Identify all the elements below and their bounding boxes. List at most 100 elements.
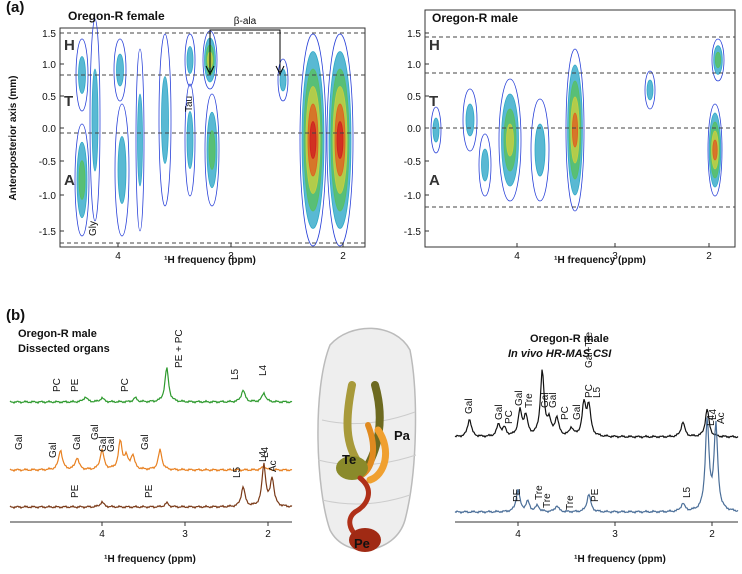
arrow [205,65,285,76]
x-tick-label: 2 [709,529,715,540]
organ-label: Pe [354,536,370,551]
plot-title: Oregon-R female [68,9,165,23]
fly-illustration [317,327,417,552]
peak-label: PE [512,488,523,502]
contour-layer [74,18,725,247]
region-label: H [64,37,75,54]
x-axis-label: ¹H frequency (ppm) [554,255,646,266]
contour [478,133,492,197]
contour [184,83,196,197]
peak-label: Ac [268,460,279,472]
x-tick-label: 4 [514,251,520,262]
y-tick-label: 1.0 [42,60,56,71]
contour [117,136,127,204]
annotation: β-ala [234,16,257,27]
peak-label: Gal [90,424,101,440]
x-tick-label: 3 [612,529,618,540]
x-axis-label: ¹H frequency (ppm) [164,255,256,266]
contour [534,123,546,177]
x-tick-label: 2 [265,529,271,540]
y-tick-label: 0.5 [42,92,56,103]
contour [462,88,478,152]
peak-label: PC [584,384,595,398]
contour [432,117,440,143]
peak-label: PC [504,410,515,424]
contour [277,58,289,102]
y-tick-label: -1.5 [404,227,422,238]
peak-label: PC [52,378,63,392]
contour [646,79,654,101]
contour [714,51,722,69]
annotation: Tau [184,96,195,112]
plot-frame [59,27,366,248]
peak-label: L5 [232,466,243,478]
y-tick-label: -0.5 [39,157,57,168]
x-tick-label: 3 [182,529,188,540]
y-tick-label: 0.5 [407,92,421,103]
contour [711,38,725,82]
region-label: T [64,93,73,110]
contour [113,38,127,102]
region-label: H [429,37,440,54]
peak-label: L4 [258,364,269,376]
contour [498,78,522,202]
contour [186,111,194,169]
peak-label: PC [120,378,131,392]
y-tick-label: -1.0 [39,191,57,202]
y-tick-label: 0.0 [407,124,421,135]
y-tick-label: 0.0 [42,124,56,135]
plot-title: Oregon-R male [530,333,609,345]
contour [137,93,143,187]
plot-title: Oregon-R male [432,11,518,25]
plot-title: Dissected organs [18,343,110,355]
peak-label: Gal+Tre [584,332,595,368]
contour [186,46,194,74]
peak-label: L4 [260,446,271,458]
region-label: A [64,172,75,189]
panel-label: (a) [6,0,24,16]
peak-label: PE + PC [174,329,185,368]
contour [707,103,723,197]
peak-label: Gal [140,434,151,450]
peak-label: L5 [682,486,693,498]
contour [135,48,145,232]
contour [89,18,101,222]
contour [565,48,585,212]
peak-label: Gal [540,392,551,408]
contour [530,98,550,202]
contour [78,160,86,200]
peak-label: Gal [572,404,583,420]
organ-label: Pa [394,428,411,443]
contour [91,68,99,172]
contour [158,33,172,207]
peak-label: Gal [548,392,559,408]
peak-label: Gal [98,436,109,452]
contour [336,121,344,159]
annotation: Gly [88,221,99,236]
peak-label: L4 [706,414,717,426]
peak-label: Tre [542,493,553,508]
spectrum [454,417,739,515]
peak-label: PE [590,488,601,502]
plot-title: In vivo HR-MAS CSI [508,348,612,360]
x-tick-label: 2 [706,251,712,262]
contour [161,76,169,164]
contour [114,103,130,237]
x-tick-label: 3 [612,251,618,262]
peak-label: PE [144,484,155,498]
peak-label: Gal [464,398,475,414]
peak-label: PE [70,378,81,392]
x-axis-label: ¹H frequency (ppm) [104,554,196,565]
contour [204,93,220,207]
x-tick-label: 2 [340,251,346,262]
contour [465,103,475,137]
y-tick-label: -1.0 [404,191,422,202]
contour [74,123,90,237]
contour [572,112,579,148]
contour [644,70,656,110]
y-tick-label: -0.5 [404,157,422,168]
contour [712,139,718,161]
y-tick-label: 1.5 [407,29,421,40]
region-label: A [429,172,440,189]
